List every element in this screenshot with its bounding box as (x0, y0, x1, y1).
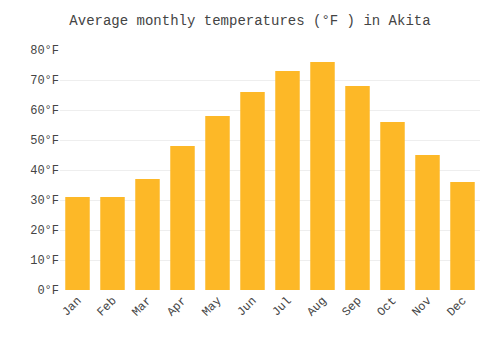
svg-text:40°F: 40°F (30, 164, 59, 178)
svg-text:Apr: Apr (164, 294, 189, 319)
svg-text:Nov: Nov (409, 294, 434, 319)
svg-text:0°F: 0°F (37, 284, 59, 298)
svg-text:50°F: 50°F (30, 134, 59, 148)
svg-text:Feb: Feb (94, 294, 119, 319)
svg-text:80°F: 80°F (30, 44, 59, 58)
svg-text:Dec: Dec (444, 294, 469, 319)
svg-text:Mar: Mar (129, 294, 154, 319)
svg-text:Sep: Sep (339, 294, 364, 319)
svg-text:Aug: Aug (304, 294, 329, 319)
svg-text:Jul: Jul (269, 294, 294, 319)
svg-text:20°F: 20°F (30, 224, 59, 238)
svg-text:10°F: 10°F (30, 254, 59, 268)
svg-text:Average monthly temperatures (: Average monthly temperatures (°F ) in Ak… (69, 13, 430, 29)
svg-text:30°F: 30°F (30, 194, 59, 208)
svg-text:Jun: Jun (234, 294, 259, 319)
svg-text:May: May (199, 294, 224, 319)
svg-text:70°F: 70°F (30, 74, 59, 88)
svg-text:Oct: Oct (374, 294, 399, 319)
svg-text:60°F: 60°F (30, 104, 59, 118)
svg-text:Jan: Jan (59, 294, 84, 319)
